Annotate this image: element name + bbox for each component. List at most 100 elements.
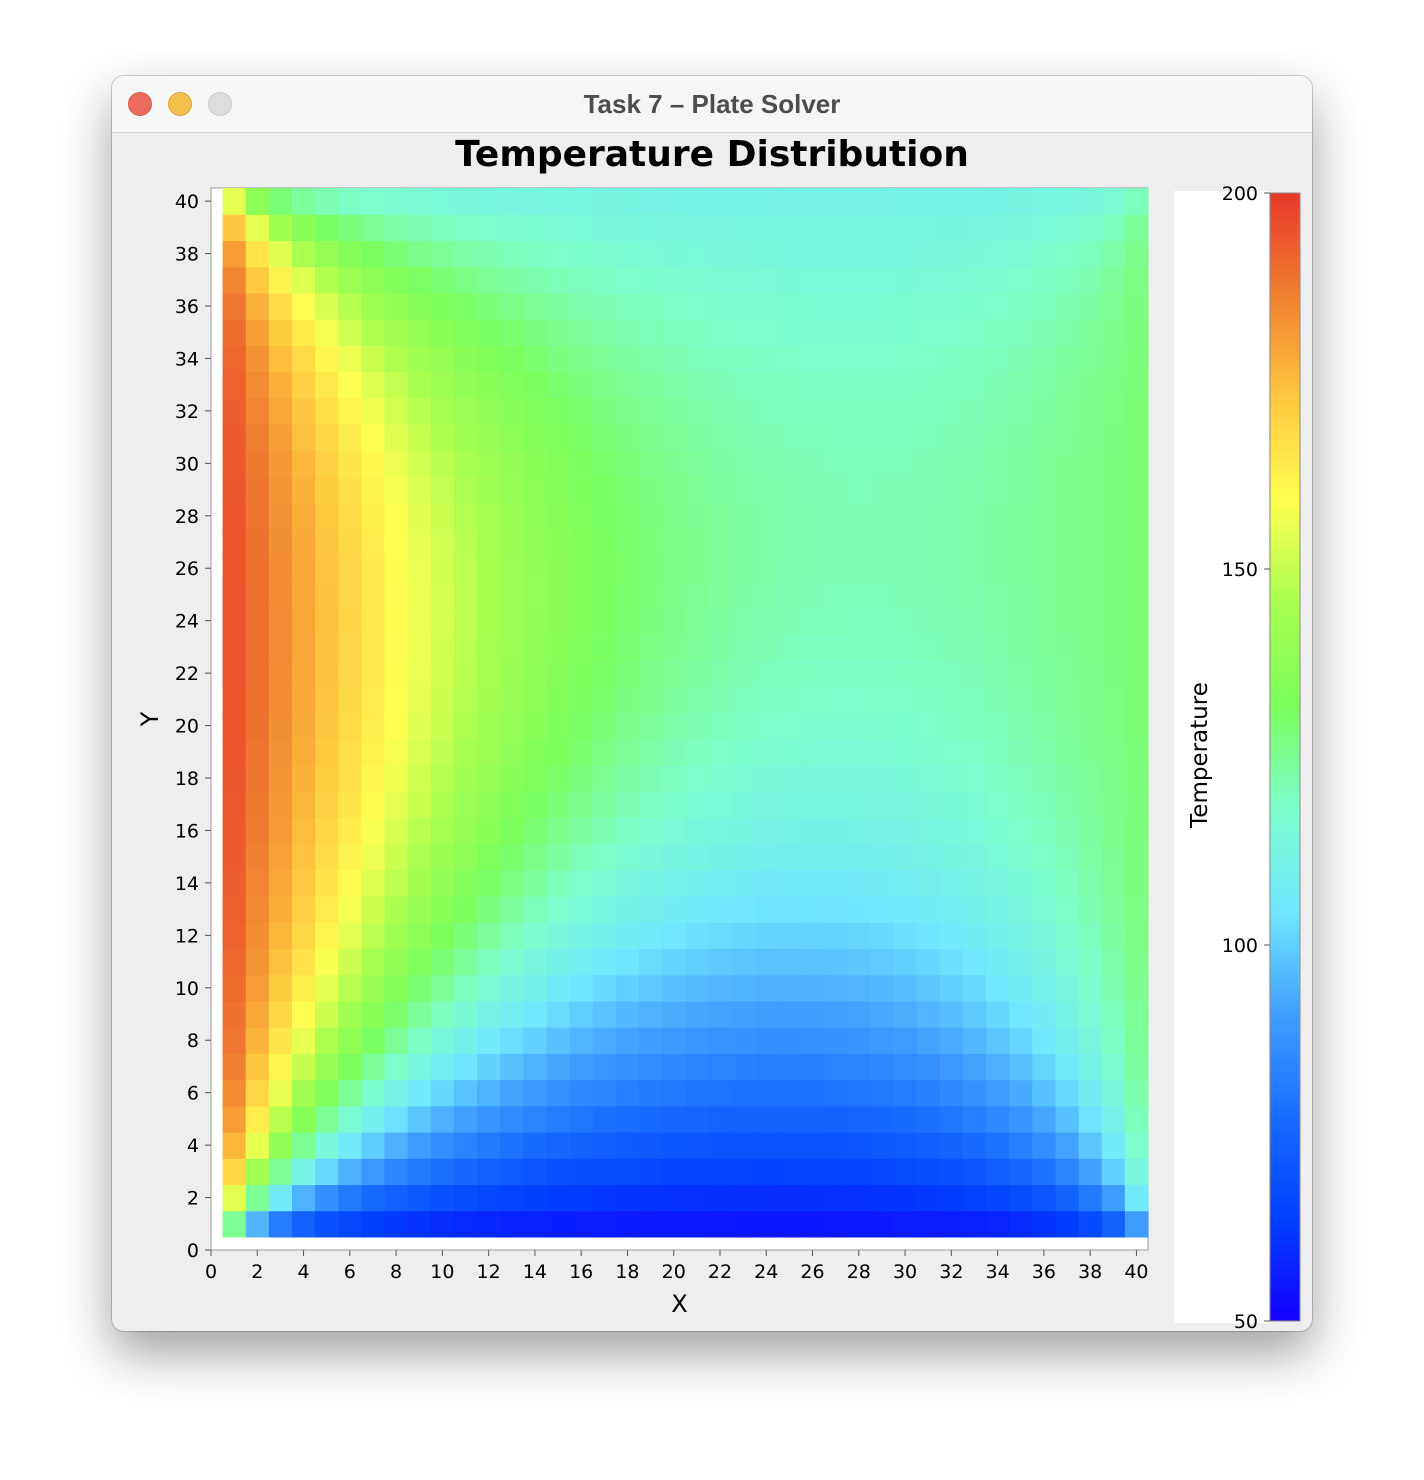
heatmap-cell xyxy=(1032,607,1057,635)
heatmap-cell xyxy=(870,1000,895,1028)
heatmap-cell xyxy=(430,869,455,897)
heatmap-cell xyxy=(986,397,1010,425)
heatmap-cell xyxy=(1055,1184,1080,1212)
heatmap-cell xyxy=(477,1158,501,1186)
heatmap-cell xyxy=(523,292,548,320)
heatmap-cell xyxy=(662,476,686,504)
heatmap-cell xyxy=(986,450,1010,478)
heatmap-cell xyxy=(893,424,918,451)
heatmap-cell xyxy=(754,633,779,661)
heatmap-cell xyxy=(453,581,478,609)
heatmap-cell xyxy=(477,1053,501,1081)
heatmap-cell xyxy=(754,555,779,582)
heatmap-cell xyxy=(1055,555,1080,582)
heatmap-cell xyxy=(800,1105,825,1133)
heatmap-cell xyxy=(1124,843,1149,871)
heatmap-cell xyxy=(569,1053,594,1081)
heatmap-cell xyxy=(222,1158,247,1186)
heatmap-cell xyxy=(1078,869,1103,897)
heatmap-cell xyxy=(407,424,432,451)
heatmap-cell xyxy=(939,240,964,268)
heatmap-cell xyxy=(639,476,663,504)
heatmap-cell xyxy=(639,843,663,871)
heatmap-cell xyxy=(338,476,362,504)
heatmap-cell xyxy=(291,660,316,687)
heatmap-cell xyxy=(847,974,871,1002)
heatmap-cell xyxy=(453,397,478,425)
heatmap-cell xyxy=(546,922,571,950)
heatmap-cell xyxy=(592,214,617,242)
heatmap-cell xyxy=(268,948,293,976)
heatmap-cell xyxy=(1124,607,1149,635)
heatmap-cell xyxy=(615,214,640,242)
heatmap-cell xyxy=(453,660,478,687)
heatmap-cell xyxy=(754,1105,779,1133)
heatmap-cell xyxy=(407,660,432,687)
heatmap-cell xyxy=(315,240,339,268)
heatmap-cell xyxy=(500,502,524,530)
heatmap-cell xyxy=(1032,371,1057,399)
heatmap-cell xyxy=(523,581,548,609)
heatmap-cell xyxy=(893,974,918,1002)
heatmap-cell xyxy=(315,1210,339,1238)
heatmap-cell xyxy=(222,686,247,714)
heatmap-cell xyxy=(430,397,455,425)
heatmap-cell xyxy=(384,1184,409,1212)
heatmap-cell xyxy=(500,1105,524,1133)
heatmap-cell xyxy=(870,292,895,320)
heatmap-cell xyxy=(615,555,640,582)
heatmap-cell xyxy=(916,686,941,714)
heatmap-cell xyxy=(847,371,871,399)
heatmap-cell xyxy=(939,633,964,661)
heatmap-cell xyxy=(662,581,686,609)
heatmap-cell xyxy=(523,266,548,294)
heatmap-cell xyxy=(824,424,848,451)
heatmap-cell xyxy=(407,974,432,1002)
heatmap-cell xyxy=(1101,817,1126,845)
heatmap-cell xyxy=(477,581,501,609)
heatmap-cell xyxy=(523,319,548,346)
heatmap-cell xyxy=(361,581,386,609)
heatmap-cell xyxy=(291,922,316,950)
heatmap-cell xyxy=(361,345,386,373)
heatmap-cell xyxy=(1032,345,1057,373)
heatmap-cell xyxy=(453,266,478,294)
heatmap-cell xyxy=(477,1210,501,1238)
heatmap-cell xyxy=(847,1027,871,1054)
heatmap-cell xyxy=(338,948,362,976)
heatmap-cell xyxy=(639,240,663,268)
heatmap-cell xyxy=(1009,450,1033,478)
heatmap-cell xyxy=(569,1132,594,1159)
heatmap-cell xyxy=(222,240,247,268)
heatmap-cell xyxy=(662,528,686,556)
heatmap-cell xyxy=(1032,292,1057,320)
heatmap-cell xyxy=(477,266,501,294)
y-tick-label: 24 xyxy=(175,611,199,633)
heatmap-cell xyxy=(592,266,617,294)
heatmap-cell xyxy=(893,712,918,740)
heatmap-cell xyxy=(1009,922,1033,950)
heatmap-cell xyxy=(291,214,316,242)
heatmap-cell xyxy=(546,607,571,635)
minimize-window-button[interactable] xyxy=(168,92,192,116)
heatmap-cell xyxy=(777,896,802,923)
heatmap-cell xyxy=(268,528,293,556)
heatmap-cell xyxy=(407,266,432,294)
heatmap-cell xyxy=(986,974,1010,1002)
heatmap-cell xyxy=(754,1027,779,1054)
heatmap-cell xyxy=(268,869,293,897)
heatmap-cell xyxy=(847,1105,871,1133)
y-tick-label: 0 xyxy=(187,1240,199,1262)
heatmap-cell xyxy=(916,1027,941,1054)
heatmap-cell xyxy=(986,633,1010,661)
heatmap-cell xyxy=(1009,424,1033,451)
close-window-button[interactable] xyxy=(128,92,152,116)
heatmap-cell xyxy=(847,791,871,818)
heatmap-cell xyxy=(800,922,825,950)
heatmap-cell xyxy=(939,1000,964,1028)
heatmap-cell xyxy=(222,214,247,242)
heatmap-cell xyxy=(870,1105,895,1133)
zoom-window-button[interactable] xyxy=(208,92,232,116)
heatmap-cell xyxy=(1009,502,1033,530)
heatmap-cell xyxy=(546,791,571,818)
